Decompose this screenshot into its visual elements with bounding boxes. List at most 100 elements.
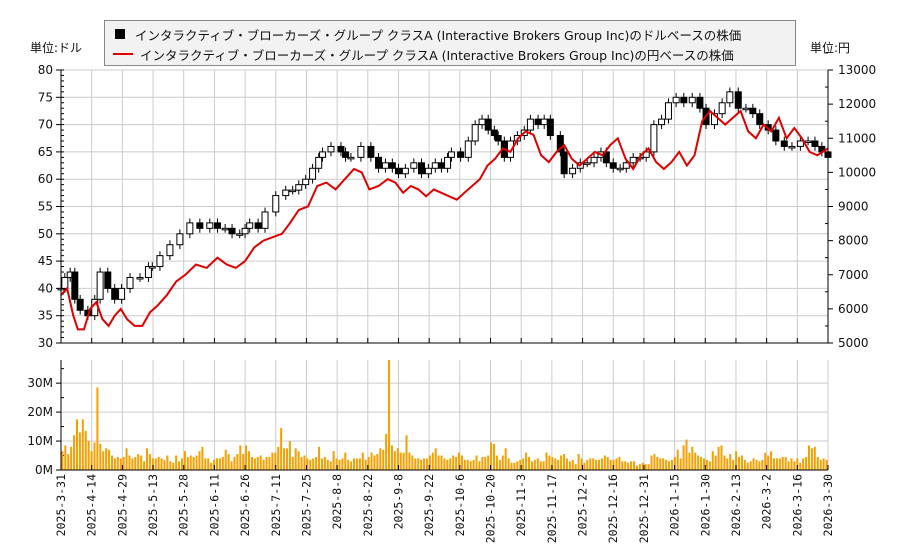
candle-up: [478, 118, 486, 126]
x-axis-date-label: 2026-3-16: [790, 474, 804, 536]
volume-bar: [183, 451, 186, 470]
volume-bar: [277, 446, 280, 470]
volume-bar: [379, 448, 382, 470]
candle-down: [749, 107, 757, 115]
volume-bar: [154, 458, 157, 470]
volume-bar: [411, 455, 414, 470]
candle-up: [444, 156, 452, 169]
candle-up: [166, 244, 174, 257]
volume-bar: [256, 456, 259, 470]
volume-bar: [536, 458, 539, 470]
volume-bar: [207, 458, 210, 470]
volume-bar: [796, 458, 799, 470]
left-axis-tick-label: 75: [38, 90, 53, 104]
volume-bar: [813, 446, 816, 470]
volume-bar: [630, 461, 633, 470]
volume-bar: [113, 458, 116, 470]
volume-bar: [805, 456, 808, 470]
candle-down: [437, 162, 445, 169]
volume-bar: [551, 456, 554, 470]
candle-up: [471, 124, 479, 142]
candle-down: [71, 271, 79, 300]
volume-bar: [606, 456, 609, 470]
x-axis-date-label: 2025-11-3: [514, 474, 528, 536]
volume-bar: [545, 452, 548, 470]
volume-bar: [67, 454, 70, 470]
volume-bar: [746, 462, 749, 470]
volume-bar: [571, 459, 574, 470]
volume-bar: [697, 455, 700, 470]
candle-up: [401, 167, 409, 175]
volume-bar: [633, 461, 636, 470]
candle-down: [76, 298, 84, 311]
volume-bar: [743, 459, 746, 470]
volume-bar: [700, 456, 703, 470]
volume-bar: [685, 439, 688, 470]
volume-bar: [650, 455, 653, 470]
volume-bar: [752, 458, 755, 470]
x-axis-date-label: 2026-3-2: [760, 474, 774, 529]
volume-bar: [116, 456, 119, 470]
candle-down: [734, 91, 742, 109]
volume-bar: [198, 451, 201, 470]
candle-up: [664, 102, 672, 120]
volume-bar: [320, 458, 323, 470]
volume-bar: [670, 459, 673, 470]
volume-bar: [414, 458, 417, 470]
volume-bar: [621, 461, 624, 470]
volume-bar: [102, 451, 105, 470]
candle-up: [796, 140, 804, 147]
candle-up: [650, 124, 658, 153]
volume-bar: [443, 458, 446, 470]
volume-bar: [577, 454, 580, 470]
volume-bar: [364, 459, 367, 470]
volume-bar: [385, 433, 388, 470]
volume-bar: [807, 445, 811, 470]
volume-bar: [169, 461, 172, 470]
x-axis-date-label: 2025-8-8: [330, 474, 344, 529]
candle-up: [658, 118, 666, 126]
volume-bar: [466, 459, 469, 470]
volume-bar: [145, 448, 148, 470]
volume-bar: [178, 461, 181, 470]
volume-bar: [355, 458, 358, 470]
left-axis-tick-label: 65: [38, 145, 53, 159]
volume-bar: [300, 456, 303, 470]
volume-bar: [134, 456, 137, 470]
volume-bar: [294, 448, 297, 470]
volume-bar: [195, 455, 198, 470]
candle-down: [546, 118, 554, 137]
volume-bar: [105, 448, 108, 470]
volume-bar: [816, 456, 819, 470]
volume-bar: [528, 456, 531, 470]
candle-down: [772, 129, 780, 142]
x-axis-date-label: 2025-12-2: [576, 474, 590, 536]
volume-bar: [119, 458, 122, 470]
volume-bar: [460, 455, 463, 470]
volume-bar: [772, 458, 776, 470]
volume-bar: [428, 455, 431, 470]
candle-up: [526, 118, 534, 131]
candle-down: [609, 162, 617, 169]
volume-bar: [230, 461, 233, 470]
volume-bar: [635, 465, 638, 470]
volume-bar: [163, 459, 166, 470]
volume-bar: [478, 461, 481, 470]
volume-bar: [568, 461, 571, 470]
candle-down: [111, 287, 119, 300]
volume-bar: [61, 451, 64, 470]
candle-up: [282, 189, 290, 197]
volume-bar: [770, 451, 773, 470]
volume-axis-tick-label: 30M: [27, 376, 53, 390]
volume-bar: [676, 449, 679, 470]
volume-bar: [519, 459, 522, 470]
volume-bar: [490, 442, 493, 470]
volume-bar: [78, 432, 81, 470]
volume-bar: [93, 442, 96, 470]
left-axis-tick-label: 55: [38, 200, 53, 214]
right-axis-unit-label: 単位:円: [810, 41, 851, 55]
candle-up: [590, 156, 598, 164]
volume-bar: [437, 455, 440, 470]
left-axis-tick-label: 80: [38, 63, 53, 77]
volume-bar: [711, 451, 714, 470]
